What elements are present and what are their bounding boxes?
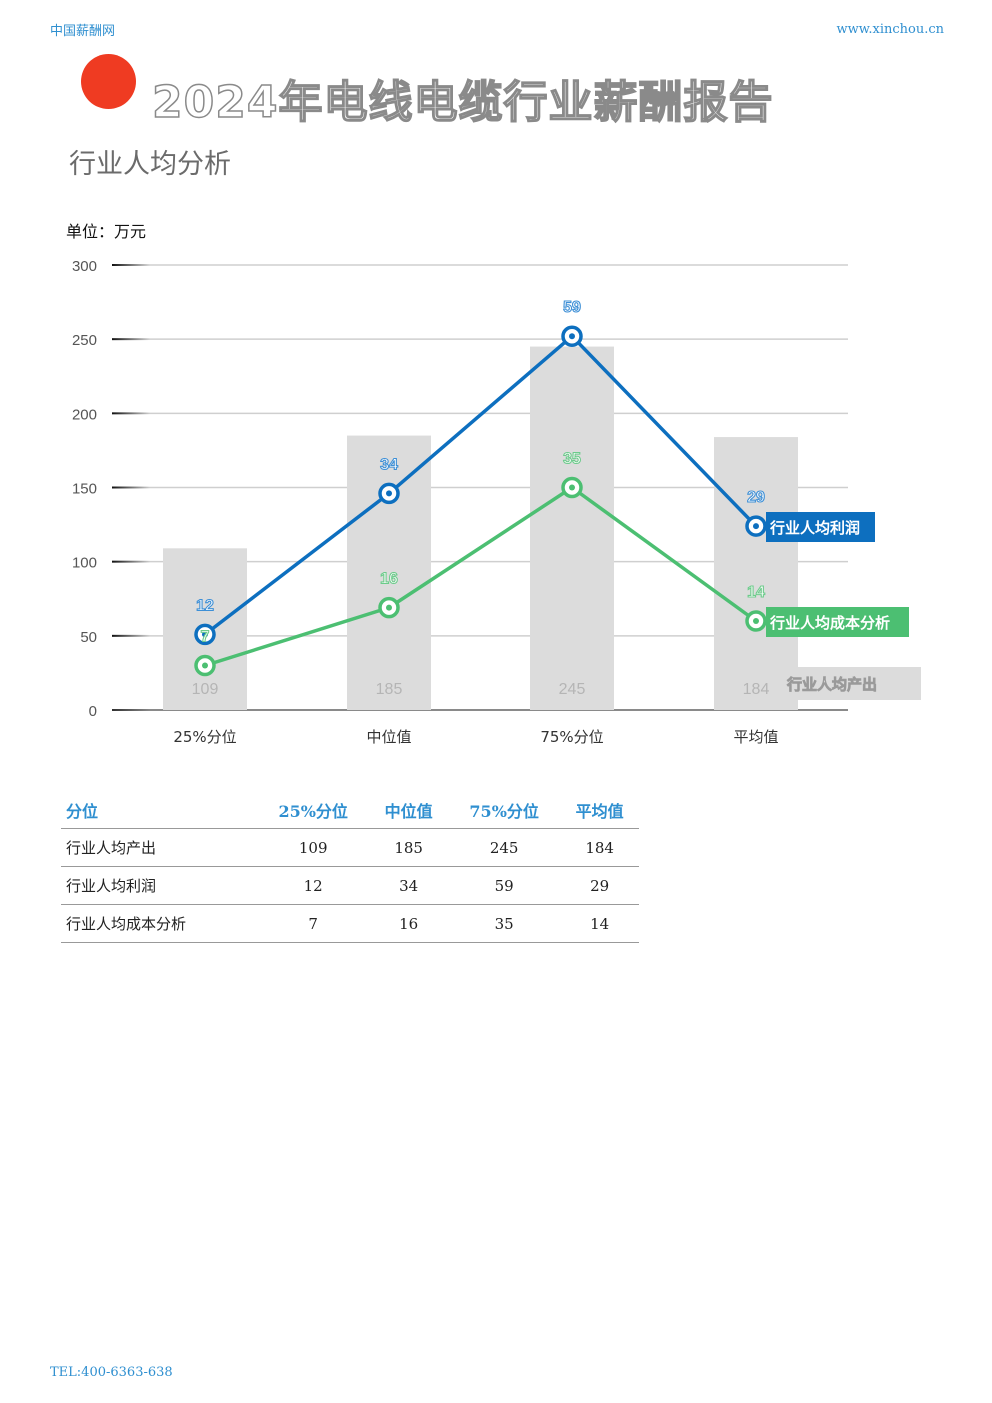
legend-tag	[766, 512, 875, 542]
table-row: 行业人均利润 12 34 59 29	[61, 866, 639, 905]
line-data-label: 16	[380, 571, 398, 588]
table-cell: 16	[369, 904, 448, 943]
line-data-label: 14	[747, 584, 765, 601]
section-subtitle: 行业人均分析	[69, 149, 231, 180]
table-header: 75%分位	[447, 792, 561, 829]
table-cell: 14	[560, 904, 639, 943]
y-tick-mark	[112, 634, 150, 637]
y-tick-mark	[112, 338, 150, 341]
unit-label: 单位：万元	[66, 222, 147, 241]
table-cell: 12	[257, 866, 370, 905]
bar-data-label: 109	[192, 681, 219, 698]
legend-label: 行业人均成本分析	[769, 614, 890, 632]
table-cell: 184	[560, 828, 639, 867]
series-point-center	[202, 662, 208, 669]
y-tick-label: 50	[80, 629, 97, 646]
report-title: 2024年电线电缆行业薪酬报告	[151, 76, 774, 129]
line-data-label: 12	[196, 597, 214, 614]
y-tick-label: 0	[89, 703, 97, 720]
line-data-label: 34	[380, 456, 398, 473]
y-tick-mark	[112, 560, 150, 563]
y-tick-label: 100	[72, 555, 97, 572]
table-header: 平均值	[560, 792, 639, 829]
table-cell: 行业人均利润	[61, 866, 257, 905]
series-point-center	[753, 618, 759, 624]
x-tick-label: 25%分位	[173, 728, 236, 746]
table-row: 行业人均产出 109 185 245 184	[61, 828, 639, 867]
table-header: 中位值	[369, 792, 448, 829]
table-cell: 行业人均成本分析	[61, 904, 257, 943]
legend-tag	[773, 667, 921, 700]
series-point-center	[569, 333, 575, 340]
series-line	[204, 485, 758, 668]
data-table: 分位 25%分位 中位值 75%分位 平均值 行业人均产出 109 185 24…	[61, 792, 639, 943]
table-header: 25%分位	[257, 792, 370, 829]
line-data-label: 29	[747, 489, 765, 506]
table-cell: 34	[369, 866, 448, 905]
y-tick-label: 250	[72, 332, 97, 349]
line-data-label: 7	[201, 629, 210, 646]
legend-label: 行业人均利润	[769, 519, 860, 537]
table-cell: 185	[369, 828, 448, 867]
table-row: 行业人均成本分析 7 16 35 14	[61, 904, 639, 943]
table-cell: 行业人均产出	[61, 828, 257, 867]
y-tick-mark	[112, 486, 150, 489]
y-tick-label: 200	[72, 406, 97, 423]
y-tick-mark	[112, 264, 150, 266]
x-tick-label: 75%分位	[540, 728, 603, 746]
footer-phone: TEL:400-6363-638	[50, 1365, 173, 1380]
bar-data-label: 245	[559, 681, 586, 698]
series-point-center	[202, 631, 208, 638]
series-point-center	[386, 604, 392, 611]
legend-tag	[766, 607, 909, 637]
bar	[530, 346, 614, 710]
salary-chart: 0 50 100 150 200 250 300 25%分位 中位值 75%分位 平均值 109 18…	[72, 258, 921, 746]
bar	[347, 435, 431, 710]
site-name: 中国薪酬网	[50, 24, 116, 39]
table-cell: 59	[447, 866, 561, 905]
table-cell: 109	[257, 828, 370, 867]
bar-data-label: 185	[376, 681, 403, 698]
y-tick-label: 300	[72, 258, 97, 275]
line-data-label: 35	[563, 451, 581, 468]
site-url[interactable]: www.xinchou.cn	[836, 22, 944, 37]
title-dot-icon	[81, 54, 136, 109]
table-cell: 245	[447, 828, 561, 867]
y-tick-label: 150	[72, 481, 97, 498]
x-tick-label: 中位值	[366, 728, 411, 746]
table-cell: 35	[447, 904, 561, 943]
table-cell: 29	[560, 866, 639, 905]
x-tick-label: 平均值	[733, 728, 778, 746]
table-header: 分位	[61, 792, 257, 829]
bar-data-label: 184	[743, 681, 770, 698]
y-tick-mark	[112, 412, 150, 415]
series-line	[203, 334, 758, 636]
legend-label: 行业人均产出	[786, 676, 877, 694]
series-point-center	[753, 523, 759, 530]
series-point-center	[569, 484, 575, 491]
table-cell: 7	[257, 904, 370, 943]
table-header-row: 分位 25%分位 中位值 75%分位 平均值	[61, 792, 639, 829]
series-point-center	[386, 490, 392, 497]
bar	[714, 437, 798, 710]
line-data-label: 59	[563, 299, 581, 316]
